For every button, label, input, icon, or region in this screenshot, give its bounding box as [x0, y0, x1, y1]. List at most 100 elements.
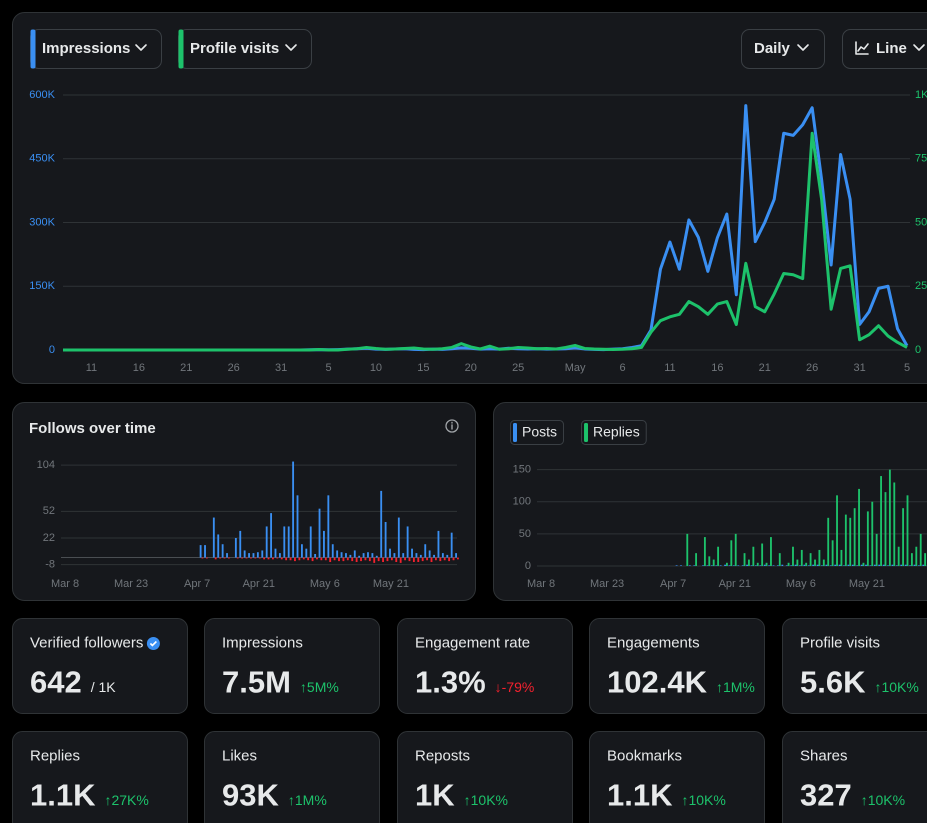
card-background: [204, 618, 380, 714]
bar: [732, 565, 735, 566]
bar: [384, 522, 387, 558]
dropdown-label[interactable]: Daily: [754, 40, 791, 57]
y-tick-label: 100: [513, 496, 531, 508]
dropdown-label[interactable]: Profile visits: [190, 40, 279, 57]
bar: [389, 548, 391, 558]
card-background: [782, 618, 927, 714]
bar: [910, 553, 913, 566]
bar: [776, 565, 779, 566]
card-background: [782, 731, 927, 823]
bar: [909, 565, 911, 566]
bar: [329, 557, 332, 562]
metric-card: Engagements 102.4K ↑1M%: [589, 618, 765, 714]
x-tick-label: 5: [325, 362, 331, 374]
bar: [402, 553, 405, 558]
series-accent: [178, 29, 184, 69]
y-tick-label: 450K: [29, 153, 55, 165]
bar: [790, 565, 793, 566]
dropdown-label[interactable]: Line: [876, 40, 907, 57]
bar: [368, 557, 371, 562]
bar: [360, 557, 362, 562]
bar: [434, 557, 437, 561]
metric-value: 5.6K: [800, 665, 866, 700]
bar: [895, 565, 898, 566]
bar: [725, 562, 728, 566]
bar: [362, 553, 365, 558]
bar: [386, 557, 389, 562]
bar: [382, 557, 384, 562]
bar: [693, 565, 696, 566]
interval-dropdown[interactable]: Daily: [741, 29, 825, 69]
dropdown-box[interactable]: [842, 29, 927, 69]
bar: [249, 557, 252, 559]
bar: [270, 513, 273, 558]
bar: [411, 548, 413, 558]
bar: [748, 559, 750, 566]
bar: [858, 488, 860, 566]
bar: [913, 564, 916, 566]
bar: [302, 557, 305, 560]
metric-card: Engagement rate 1.3% ↓-79%: [397, 618, 573, 714]
bar: [695, 553, 698, 566]
bar: [878, 564, 881, 566]
bar: [787, 562, 790, 566]
bar: [809, 553, 812, 566]
legend-item[interactable]: Posts: [510, 420, 565, 445]
y2-tick-label: 1K: [915, 89, 927, 101]
metric-card: Likes 93K ↑1M%: [204, 731, 380, 823]
metric-label: Engagement rate: [415, 634, 530, 651]
bar: [728, 565, 731, 566]
y-tick-label: -8: [45, 559, 55, 571]
x-tick-label: 5: [904, 362, 910, 374]
bar: [292, 461, 295, 558]
bar: [351, 557, 354, 562]
bar: [843, 565, 845, 566]
chart-style-dropdown[interactable]: Line: [842, 29, 927, 69]
bar: [408, 557, 411, 562]
bar: [324, 557, 327, 561]
bar: [756, 562, 759, 566]
metric-1-dropdown[interactable]: Impressions: [30, 29, 162, 69]
bar: [316, 557, 318, 560]
bar: [412, 557, 415, 562]
y-tick-label: 22: [43, 532, 55, 544]
bar: [915, 546, 918, 566]
bar: [333, 557, 336, 561]
legend-chip: [510, 420, 565, 445]
bar: [289, 557, 292, 561]
info-icon[interactable]: [445, 419, 459, 433]
info-circle[interactable]: [445, 419, 459, 433]
bar: [880, 476, 882, 566]
bar: [223, 557, 226, 559]
bar: [719, 565, 722, 566]
bar: [708, 556, 711, 566]
bar: [818, 549, 821, 566]
dropdown-box[interactable]: [741, 29, 825, 69]
bar: [752, 546, 755, 566]
y2-tick-label: 25: [915, 280, 927, 292]
line-chart-icon: [855, 41, 869, 55]
bar: [851, 564, 854, 566]
bar: [254, 557, 257, 559]
legend-item[interactable]: Replies: [581, 420, 647, 445]
bar: [212, 517, 215, 558]
bar: [261, 550, 264, 558]
bar: [902, 508, 905, 566]
metric-label: Verified followers: [30, 634, 143, 651]
bar: [346, 557, 349, 561]
bar: [816, 564, 819, 566]
bar: [812, 564, 815, 566]
bar: [759, 565, 762, 566]
metric-card: Replies 1.1K ↑27K%: [12, 731, 188, 823]
bar: [754, 565, 757, 566]
bar: [800, 549, 803, 566]
bar: [765, 562, 768, 566]
x-tick-label: 26: [228, 362, 240, 374]
bar: [342, 557, 345, 562]
x-tick-label: Apr 21: [243, 578, 275, 590]
x-tick-label: 31: [275, 362, 287, 374]
bar: [274, 548, 277, 558]
card-background: [204, 731, 380, 823]
dropdown-label[interactable]: Impressions: [42, 40, 130, 57]
metric-2-dropdown[interactable]: Profile visits: [178, 29, 312, 69]
